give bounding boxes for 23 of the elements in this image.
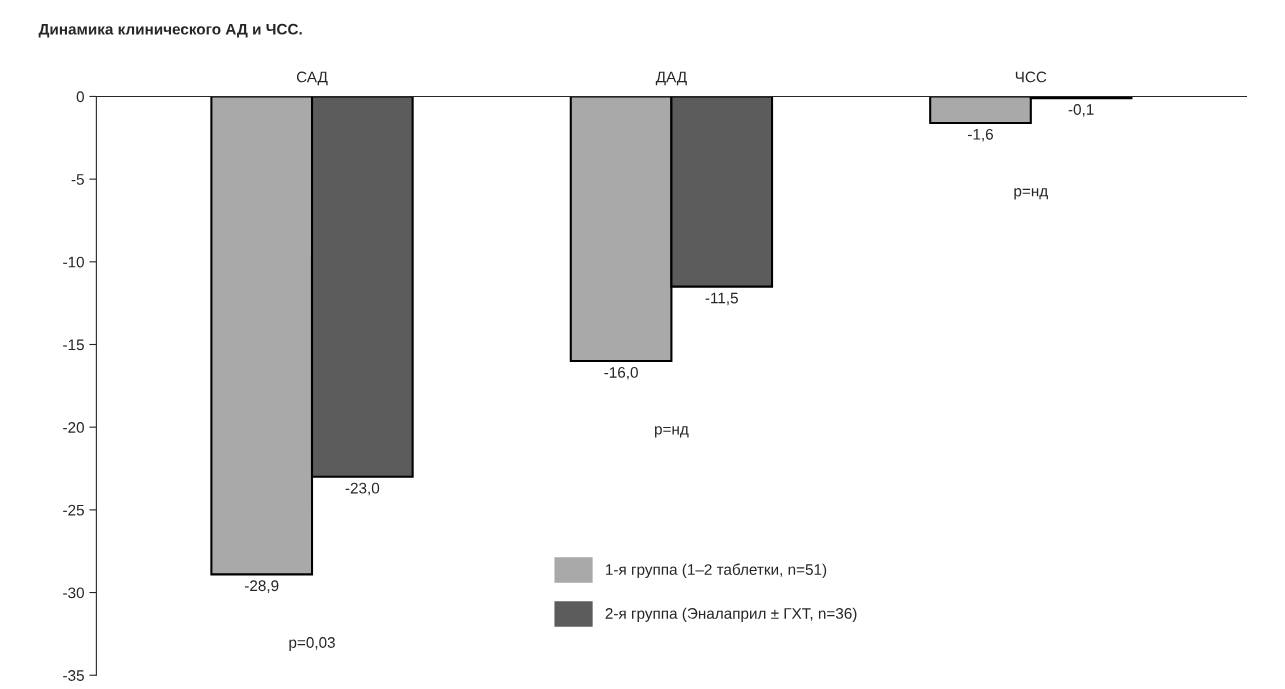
data-label: -23,0 — [345, 482, 380, 496]
y-tick-label: -25 — [63, 504, 84, 516]
data-label: -16,0 — [604, 366, 638, 380]
data-label: -0,1 — [1068, 104, 1094, 117]
y-tick-label: -5 — [71, 174, 84, 185]
chart-title: Динамика клинического АД и ЧСС. — [38, 23, 302, 38]
legend-label: 1-я группа (1–2 таблетки, n=51) — [606, 563, 827, 578]
annotation: p=нд — [1014, 188, 1048, 200]
y-tick-label: 0 — [76, 91, 84, 103]
data-label: -11,5 — [705, 292, 738, 306]
y-tick-label: -30 — [63, 587, 84, 599]
y-tick-label: -20 — [63, 422, 84, 433]
annotation: p=0,03 — [289, 637, 335, 651]
legend-label: 2-я группа (Эналаприл ± ГХТ, n=36) — [605, 607, 857, 622]
y-tick-label: -15 — [63, 339, 84, 351]
data-label: -28,9 — [244, 580, 279, 593]
x-tick-label: САД — [296, 71, 328, 86]
x-tick-label: ЧСС — [1015, 71, 1047, 83]
annotation: p=нд — [655, 426, 689, 438]
y-tick-label: -35 — [63, 670, 84, 681]
data-label: -1,6 — [968, 128, 993, 142]
y-tick-label: -10 — [63, 256, 84, 268]
x-tick-label: ДАД — [655, 71, 687, 86]
